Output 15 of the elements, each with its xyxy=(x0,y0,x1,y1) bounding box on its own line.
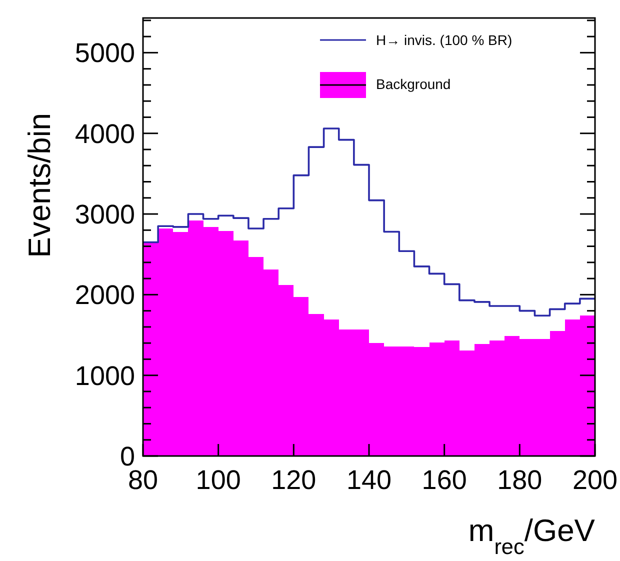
y-tick-label: 2000 xyxy=(74,280,135,310)
y-axis-title: Events/bin xyxy=(22,113,57,258)
legend-label: Background xyxy=(376,76,451,92)
legend-label: H→ invis. (100 % BR) xyxy=(376,32,512,48)
x-axis-title: m$_{rec}$/GeV xyxy=(468,513,596,560)
x-tick-label: 180 xyxy=(497,465,542,495)
y-tick-label: 4000 xyxy=(74,118,135,149)
x-tick-label: 200 xyxy=(572,465,618,495)
x-tick-label: 100 xyxy=(196,465,241,495)
y-tick-label: 5000 xyxy=(74,38,135,68)
x-tick-label: 140 xyxy=(346,465,392,495)
y-tick-label: 3000 xyxy=(74,199,135,230)
x-tick-label: 160 xyxy=(422,465,467,495)
x-tick-label: 120 xyxy=(271,465,316,495)
y-tick-label: 1000 xyxy=(74,360,135,391)
